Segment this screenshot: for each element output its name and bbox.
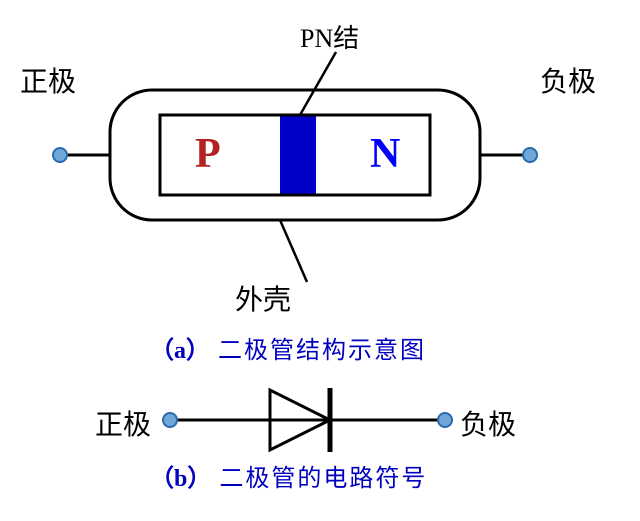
label-p: P — [195, 130, 221, 178]
caption-b-prefix: （ — [150, 466, 174, 492]
caption-b-letter: b — [174, 466, 187, 492]
symbol-terminal-anode — [163, 413, 177, 427]
caption-a-letter: a — [174, 338, 186, 364]
label-cathode-b: 负极 — [460, 403, 516, 443]
diagram-canvas: PN结 正极 负极 P N 外壳 （a） 二极管结构示意图 正极 负极 （b） … — [0, 0, 640, 516]
label-n: N — [370, 130, 400, 178]
terminal-cathode — [523, 148, 537, 162]
pointer-pn — [300, 52, 336, 115]
terminal-anode — [53, 148, 67, 162]
label-anode-b: 正极 — [95, 403, 151, 443]
caption-a: （a） 二极管结构示意图 — [150, 330, 426, 365]
caption-a-prefix: （ — [150, 338, 174, 364]
caption-b-suffix: ） — [187, 466, 211, 492]
pn-junction — [280, 117, 316, 194]
symbol-terminal-cathode — [438, 413, 452, 427]
label-pn-junction: PN结 — [300, 18, 359, 55]
pointer-case — [280, 220, 307, 282]
caption-a-suffix: ） — [186, 338, 210, 364]
label-case: 外壳 — [235, 278, 291, 318]
label-cathode-a: 负极 — [540, 60, 596, 100]
caption-b: （b） 二极管的电路符号 — [150, 458, 427, 493]
caption-b-text: 二极管的电路符号 — [211, 466, 427, 492]
caption-a-text: 二极管结构示意图 — [210, 338, 426, 364]
label-anode-a: 正极 — [20, 60, 76, 100]
